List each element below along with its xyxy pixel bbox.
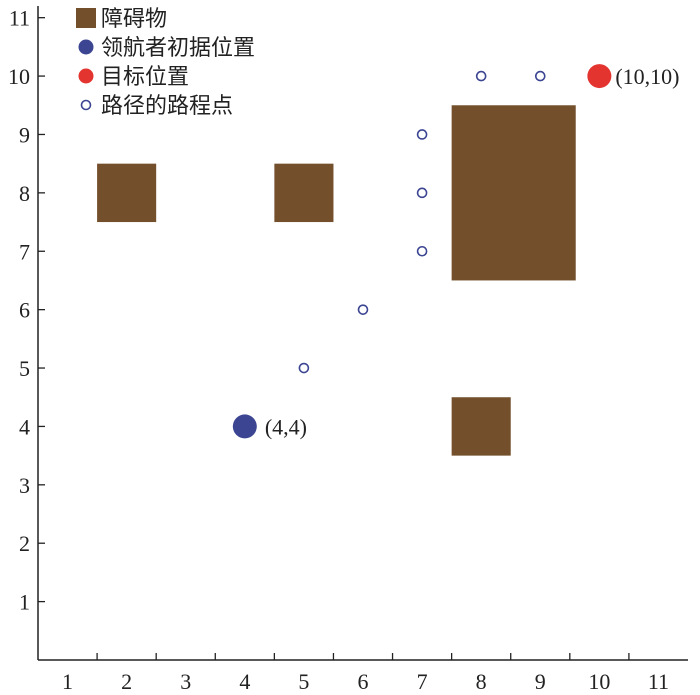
waypoint-marker-4 [416, 187, 428, 199]
y-tick-label-1: 1 [19, 590, 30, 615]
waypoint-marker-3 [416, 245, 428, 257]
start-label: (4,4) [265, 414, 307, 439]
legend-marker-3 [78, 68, 94, 84]
y-tick-label-10: 10 [8, 64, 30, 89]
obstacle-rect-4 [451, 397, 511, 456]
legend-obstacle-swatch [76, 8, 96, 28]
obstacle-rect-2 [274, 163, 334, 223]
obstacles-layer [97, 105, 576, 456]
x-tick-label-7: 7 [417, 669, 428, 694]
y-tick-label-9: 9 [19, 122, 30, 147]
x-tick-label-6: 6 [358, 669, 369, 694]
y-tick-label-8: 8 [19, 181, 30, 206]
waypoint-marker-6 [475, 70, 487, 82]
x-tick-label-4: 4 [239, 669, 250, 694]
legend-label-3: 目标位置 [101, 65, 189, 90]
y-tick-label-4: 4 [19, 414, 30, 439]
y-tick-label-11: 11 [9, 6, 30, 31]
y-tick-label-7: 7 [19, 239, 30, 264]
legend-waypoint-marker [80, 99, 92, 111]
axes [37, 6, 688, 661]
y-tick-label-2: 2 [19, 531, 30, 556]
x-tick-label-9: 9 [535, 669, 546, 694]
x-tick-label-2: 2 [121, 669, 132, 694]
x-tick-label-8: 8 [476, 669, 487, 694]
waypoint-marker-2 [357, 304, 369, 315]
obstacle-rect-3 [451, 105, 576, 281]
y-tick-label-5: 5 [19, 356, 30, 381]
x-tick-label-1: 1 [62, 669, 73, 694]
y-tick-label-3: 3 [19, 473, 30, 498]
waypoint-marker-7 [534, 70, 546, 82]
y-tick-label-6: 6 [19, 298, 30, 323]
goal-marker [587, 64, 612, 89]
waypoint-marker-1 [298, 362, 310, 374]
points [232, 64, 612, 439]
legend-label-2: 领航者初据位置 [101, 36, 255, 61]
waypoint-marker-5 [416, 129, 428, 140]
start-marker [232, 414, 257, 439]
x-tick-label-5: 5 [298, 669, 309, 694]
obstacle-rect-1 [97, 163, 157, 223]
legend-label-1: 障碍物 [101, 7, 167, 32]
x-tick-label-11: 11 [648, 669, 669, 694]
annotations: (4,4) (10,10) [265, 64, 680, 439]
x-tick-label-10: 10 [588, 669, 610, 694]
x-tick-label-3: 3 [180, 669, 191, 694]
legend-marker-2 [78, 39, 94, 55]
legend-label-4: 路径的路程点 [101, 94, 233, 119]
goal-label: (10,10) [615, 64, 679, 89]
